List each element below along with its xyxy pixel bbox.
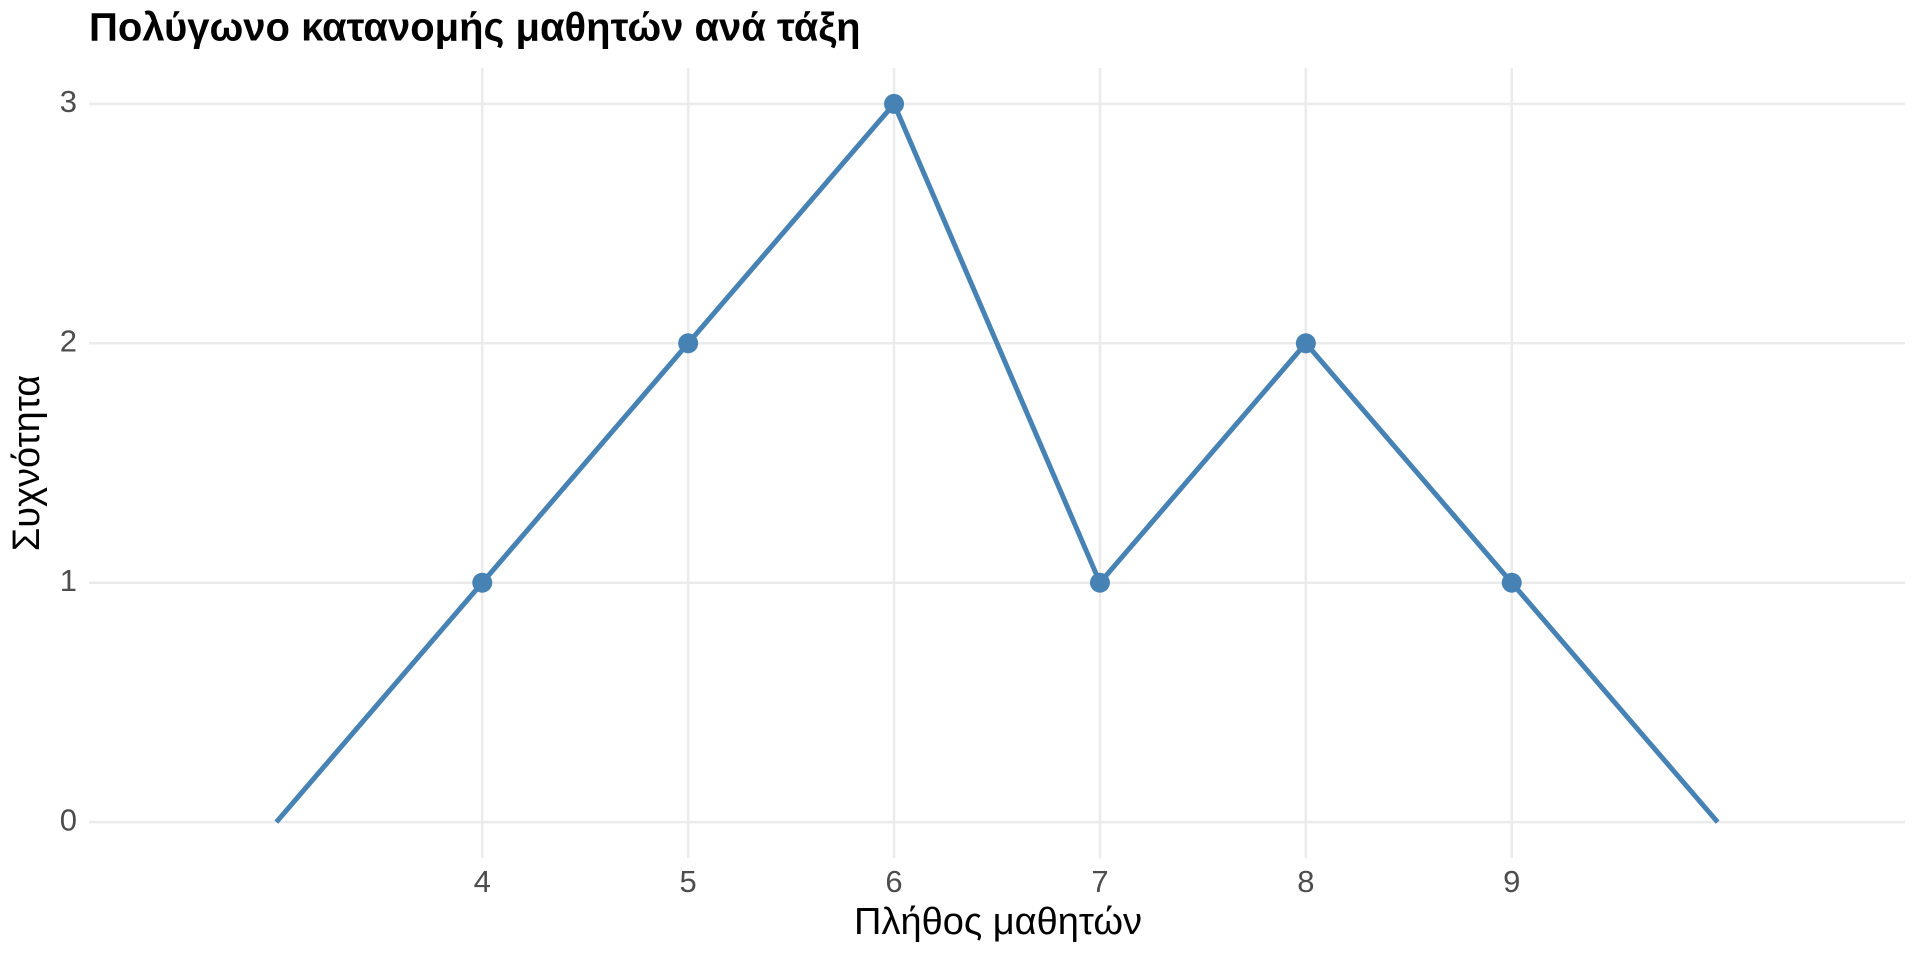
- point: [1089, 572, 1110, 593]
- y-tick-label: 1: [60, 563, 77, 598]
- y-tick-label: 0: [60, 802, 77, 837]
- point: [1501, 572, 1522, 593]
- x-tick-label: 9: [1503, 864, 1520, 899]
- x-tick-label: 7: [1091, 864, 1108, 899]
- x-tick-label: 4: [474, 864, 491, 899]
- line: [274, 101, 1720, 824]
- x-tick-label: 8: [1297, 864, 1314, 899]
- y-axis-title: Συχνότητα: [6, 375, 48, 551]
- point: [1295, 333, 1316, 354]
- y-tick-label: 3: [60, 84, 77, 119]
- chart-title: Πολύγωνο κατανομής μαθητών ανά τάξη: [89, 6, 861, 50]
- x-axis-title: Πλήθος μαθητών: [854, 901, 1142, 943]
- point: [472, 572, 493, 593]
- point: [884, 93, 905, 114]
- x-tick-label: 5: [680, 864, 697, 899]
- y-tick-label: 2: [60, 323, 77, 358]
- x-tick-label: 6: [885, 864, 902, 899]
- point: [678, 333, 699, 354]
